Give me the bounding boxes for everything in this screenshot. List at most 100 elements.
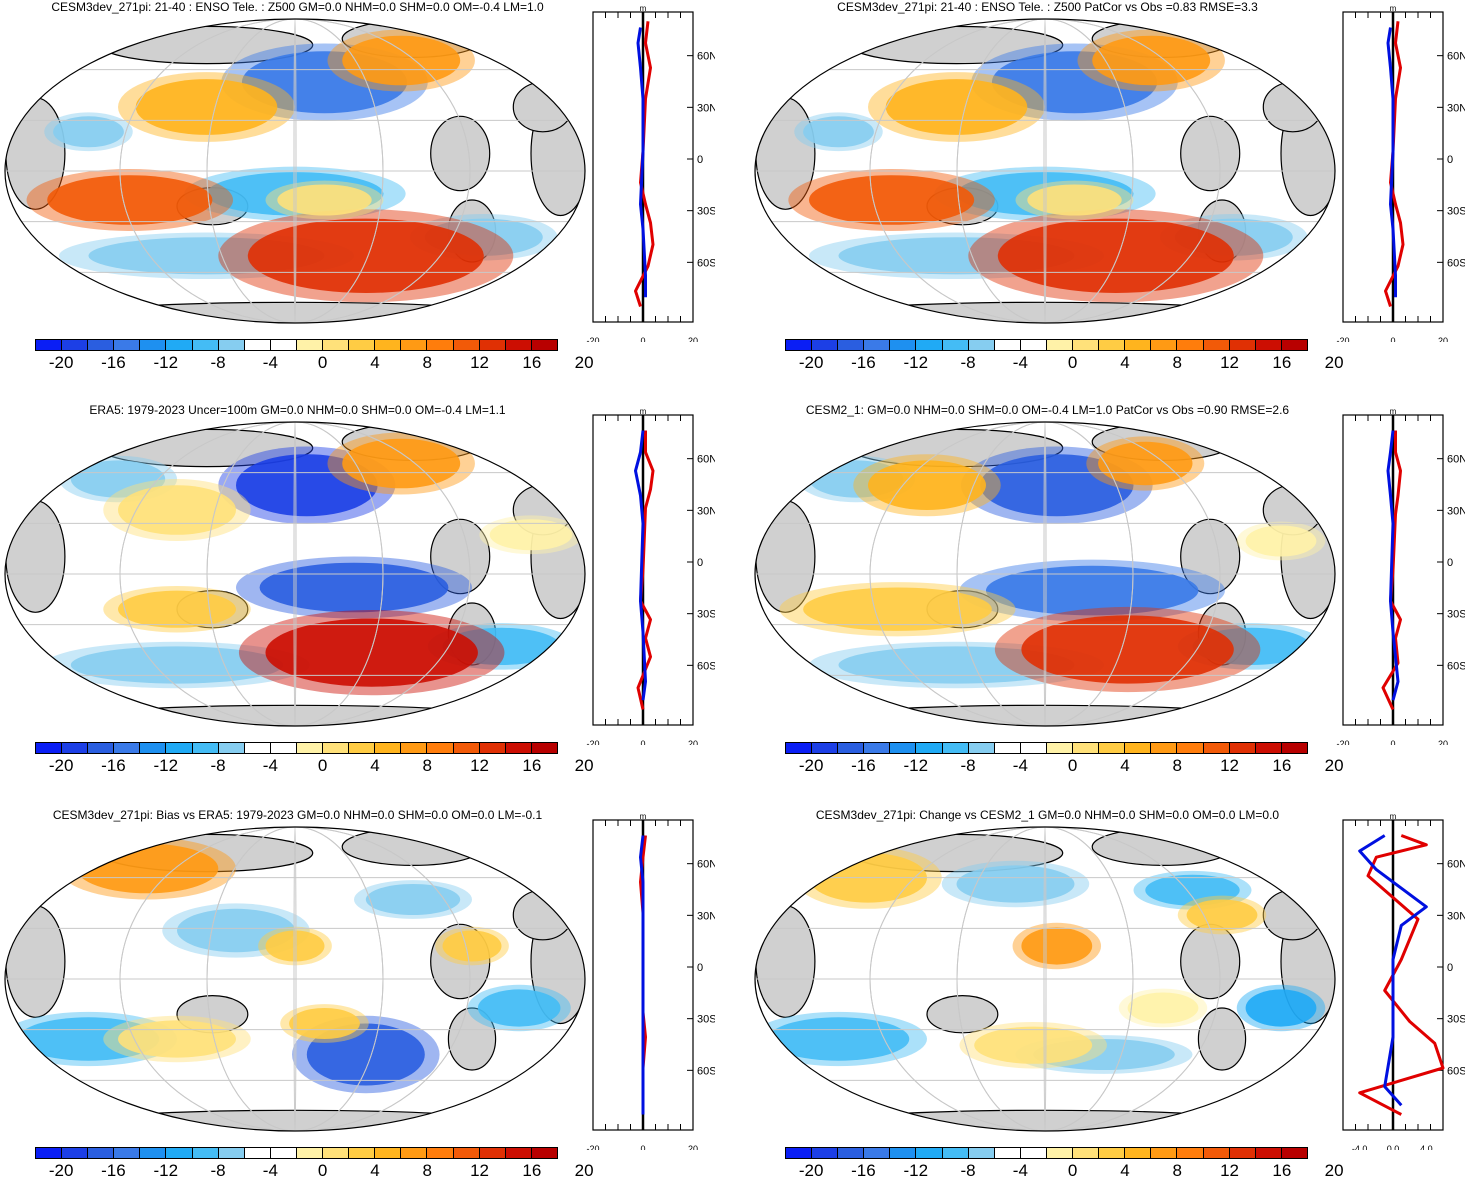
colorbar-label: -16	[851, 353, 876, 372]
colorbar-swatch	[994, 743, 1021, 753]
colorbar-label: -16	[101, 353, 126, 372]
anomaly-contour	[70, 460, 166, 498]
colorbar-swatch	[88, 1148, 115, 1158]
zonal-x-tick-label: 20	[688, 739, 698, 745]
colorbar-label: -20	[798, 1161, 824, 1180]
colorbar-label: 16	[522, 756, 542, 775]
colorbar-swatch	[88, 340, 115, 350]
colorbar-swatch	[479, 743, 506, 753]
colorbar-label: -12	[153, 353, 179, 372]
anomaly-contour	[177, 908, 295, 953]
colorbar-swatch	[505, 1148, 532, 1158]
colorbar-label: -4	[262, 756, 278, 775]
panel-title: ERA5: 1979-2023 Uncer=100m GM=0.0 NHM=0.…	[89, 403, 506, 417]
panel-title: CESM3dev_271pi: 21-40 : ENSO Tele. : Z50…	[837, 0, 1258, 14]
colorbar-swatch	[36, 340, 63, 350]
colorbar-label: 20	[1324, 353, 1344, 372]
colorbar-swatch	[994, 340, 1021, 350]
colorbar-swatch	[1281, 1148, 1307, 1158]
zonal-lat-label: 60S	[1447, 1065, 1465, 1077]
zonal-curve-blue	[639, 835, 645, 1115]
zonal-lat-label: 60N	[697, 859, 715, 871]
zonal-unit: m	[1390, 812, 1397, 821]
colorbar-swatch	[218, 1148, 245, 1158]
colorbar-swatch	[531, 340, 557, 350]
colorbar	[35, 339, 558, 351]
map-panel	[4, 421, 586, 727]
colorbar-label: -20	[48, 1161, 74, 1180]
zonal-x-tick-label: -4.0	[1352, 1144, 1368, 1150]
colorbar-label: -8	[960, 353, 976, 372]
colorbar-swatch	[838, 1148, 865, 1158]
land-mass	[1197, 1007, 1247, 1071]
zonal-x-tick-label: 20	[688, 336, 698, 342]
zonal-lat-label: 60N	[697, 454, 715, 466]
zonal-x-tick-label: 0	[1390, 739, 1395, 745]
colorbar-swatch	[1125, 1148, 1152, 1158]
zonal-lat-label: 30N	[1447, 910, 1465, 922]
anomaly-contour	[47, 175, 213, 225]
zonal-x-tick-label: 20	[1438, 739, 1448, 745]
land-mass	[755, 905, 816, 1018]
anomaly-contour	[442, 930, 502, 962]
colorbar-swatch	[140, 340, 167, 350]
colorbar-label: -8	[210, 756, 226, 775]
anomaly-contour	[17, 1017, 160, 1061]
colorbar-label: -12	[903, 1161, 929, 1180]
colorbar-swatch	[1073, 1148, 1100, 1158]
zonal-lat-label: 60S	[697, 660, 715, 672]
colorbar-swatch	[296, 1148, 324, 1158]
colorbar-swatch	[114, 1148, 141, 1158]
colorbar-swatch	[838, 340, 865, 350]
colorbar-swatch	[479, 1148, 506, 1158]
colorbar-label: 16	[1272, 353, 1292, 372]
land-mass	[808, 704, 1282, 726]
colorbar-swatch	[323, 340, 350, 350]
colorbar	[785, 339, 1308, 351]
zonal-mean-plot: m -20 0 20 60N 30N 0 30S 60S	[1336, 4, 1465, 342]
zonal-lat-label: 60N	[1447, 454, 1465, 466]
zonal-mean-plot: m -20 0 20 60N 30N 0 30S 60S	[1336, 407, 1465, 745]
land-mass	[1180, 518, 1241, 595]
zonal-x-tick-label: -20	[586, 336, 599, 342]
zonal-lat-label: 30S	[1447, 206, 1465, 218]
zonal-lat-label: 60S	[1447, 660, 1465, 672]
anomaly-contour	[365, 884, 461, 915]
anomaly-contour	[1027, 184, 1122, 216]
colorbar-label: 12	[1220, 1161, 1240, 1180]
zonal-x-tick-label: -20	[1336, 739, 1349, 745]
colorbar-label: 4	[1120, 756, 1130, 775]
map-panel	[4, 826, 586, 1132]
colorbar-label: 0	[1067, 756, 1078, 775]
anomaly-contour	[986, 565, 1199, 616]
zonal-x-tick-label: 0	[1390, 336, 1395, 342]
anomaly-contour	[259, 562, 449, 613]
zonal-lat-label: 30S	[697, 609, 715, 621]
colorbar-label: -20	[798, 756, 824, 775]
colorbar-swatch	[916, 743, 943, 753]
colorbar-swatch	[427, 743, 454, 753]
anomaly-contour	[247, 218, 484, 293]
colorbar-swatch	[968, 743, 995, 753]
colorbar-swatch	[864, 743, 891, 753]
colorbar-swatch	[218, 340, 245, 350]
land-mass	[430, 115, 491, 192]
colorbar-swatch	[114, 743, 141, 753]
colorbar-swatch	[1020, 743, 1047, 753]
anomaly-contour	[277, 184, 372, 216]
colorbar-label: -8	[960, 1161, 976, 1180]
colorbar-swatch	[349, 340, 376, 350]
colorbar-swatch	[166, 743, 193, 753]
colorbar-swatch	[244, 340, 271, 350]
land-mass	[341, 827, 485, 866]
zonal-mean-plot: m -20 0 20 60N 30N 0 30S 60S	[586, 812, 715, 1150]
colorbar-swatch	[323, 743, 350, 753]
colorbar-swatch	[942, 743, 969, 753]
zonal-lat-label: 30N	[1447, 505, 1465, 517]
zonal-curve-blue	[1358, 834, 1428, 1107]
colorbar-label: -16	[851, 756, 876, 775]
colorbar	[35, 1147, 558, 1159]
colorbar-swatch	[36, 743, 63, 753]
colorbar-swatch	[88, 743, 115, 753]
colorbar-swatch	[864, 1148, 891, 1158]
